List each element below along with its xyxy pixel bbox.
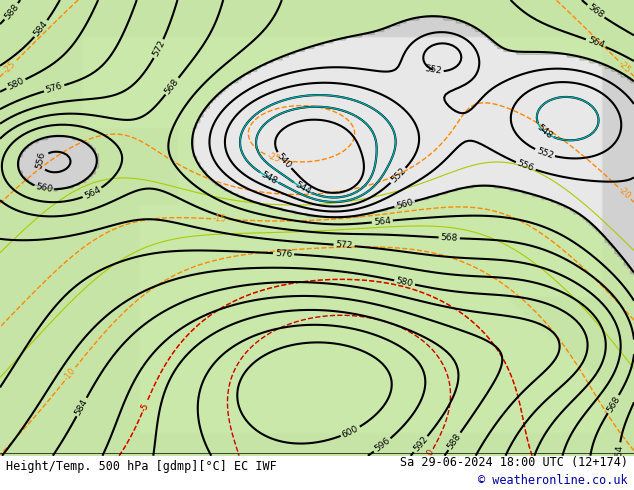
Text: 552: 552 <box>389 166 408 185</box>
Text: Sa 29-06-2024 18:00 UTC (12+174): Sa 29-06-2024 18:00 UTC (12+174) <box>399 456 628 469</box>
Text: 568: 568 <box>586 2 605 20</box>
Text: 572: 572 <box>151 39 167 58</box>
Text: 552: 552 <box>424 64 443 75</box>
Text: -25: -25 <box>266 151 281 164</box>
Text: -20: -20 <box>616 185 633 201</box>
Text: 552: 552 <box>535 146 554 160</box>
Text: 564: 564 <box>586 36 605 50</box>
Text: 592: 592 <box>411 435 430 454</box>
Text: 584: 584 <box>74 397 89 416</box>
Text: 580: 580 <box>395 276 414 289</box>
Text: -15: -15 <box>213 214 227 224</box>
Text: 588: 588 <box>3 2 20 21</box>
Text: 560: 560 <box>36 182 54 195</box>
Text: -25: -25 <box>616 59 632 74</box>
Text: 548: 548 <box>535 123 554 141</box>
Text: 560: 560 <box>395 197 414 211</box>
Text: 548: 548 <box>259 170 279 186</box>
Text: 576: 576 <box>44 81 63 95</box>
Text: 564: 564 <box>373 216 391 227</box>
Text: -10: -10 <box>62 366 78 382</box>
Text: 568: 568 <box>605 394 622 414</box>
Text: 568: 568 <box>163 76 181 96</box>
Text: 576: 576 <box>275 249 292 259</box>
Text: 568: 568 <box>441 233 458 243</box>
Text: 580: 580 <box>6 76 25 92</box>
Text: 572: 572 <box>335 240 353 250</box>
Text: 588: 588 <box>446 432 463 451</box>
Text: 596: 596 <box>373 436 392 454</box>
Text: -5: -5 <box>139 401 150 413</box>
Text: 0: 0 <box>425 448 436 457</box>
Text: 584: 584 <box>32 19 50 38</box>
Text: 600: 600 <box>340 424 360 440</box>
Text: 540: 540 <box>275 151 293 170</box>
Text: 556: 556 <box>516 159 535 173</box>
Text: 564: 564 <box>614 444 624 462</box>
Text: © weatheronline.co.uk: © weatheronline.co.uk <box>478 474 628 488</box>
Text: 564: 564 <box>82 185 102 201</box>
Text: Height/Temp. 500 hPa [gdmp][°C] EC IWF: Height/Temp. 500 hPa [gdmp][°C] EC IWF <box>6 460 277 473</box>
Text: 544: 544 <box>293 180 313 196</box>
Text: 556: 556 <box>35 151 47 170</box>
Text: -25: -25 <box>2 59 18 75</box>
Text: -5: -5 <box>139 401 150 413</box>
